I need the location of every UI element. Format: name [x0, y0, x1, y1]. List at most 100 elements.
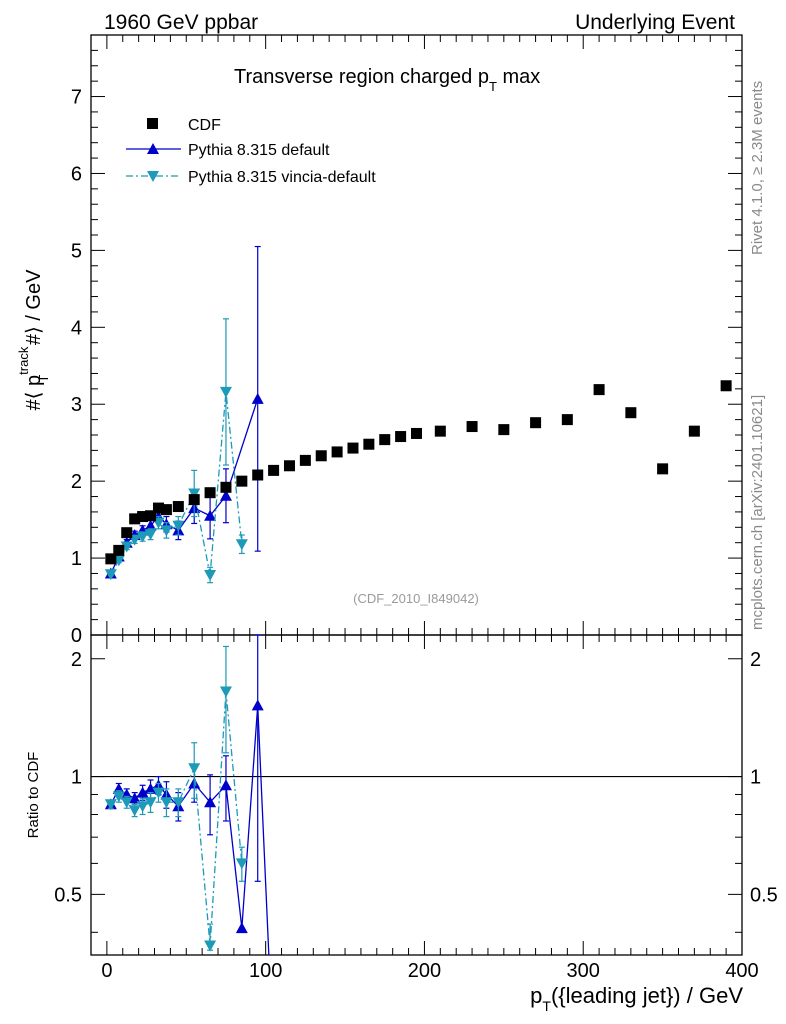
ratio-panel-series: [91, 634, 742, 956]
main-y-tick-label: 7: [71, 87, 82, 109]
chart-title-main: Transverse region charged p: [234, 66, 489, 88]
main-y-axis-label-sub: T: [36, 375, 51, 383]
header-left-label: 1960 GeV ppbar: [104, 11, 258, 34]
ratio-pythia-default-point: [219, 779, 232, 791]
main-cdf-point: [466, 421, 478, 433]
main-cdf-point: [113, 544, 125, 556]
main-pythia-default-point: [144, 519, 157, 531]
main-cdf-point: [105, 553, 117, 565]
main-pythia-default-point: [204, 509, 217, 521]
ratio-y-tick-label-right: 1: [750, 767, 761, 789]
main-pythia-vincia-point: [204, 570, 217, 581]
x-tick-label: 200: [408, 960, 441, 982]
main-cdf-point: [688, 425, 700, 437]
ratio-pythia-vincia-point: [104, 799, 117, 811]
x-tick-label: 400: [725, 960, 758, 982]
header-right-label: Underlying Event: [575, 11, 735, 34]
legend-pythia-vincia-label: Pythia 8.315 vincia-default: [188, 169, 376, 186]
main-cdf-point: [625, 407, 637, 419]
chart-title-end: max: [497, 66, 540, 88]
legend-pythia-vincia-marker: [147, 171, 159, 182]
ratio-pythia-vincia-point: [235, 858, 248, 870]
x-tick-label: 100: [249, 960, 282, 982]
main-cdf-point: [152, 502, 164, 514]
ratio-pythia-vincia-point: [152, 787, 165, 799]
ratio-y-tick-label-right: 2: [750, 649, 761, 671]
main-y-tick-label: 5: [71, 240, 82, 262]
x-axis-label: pT({leading jet}) / GeV: [530, 983, 743, 1014]
main-cdf-point: [395, 431, 407, 443]
main-y-tick-label: 1: [71, 548, 82, 570]
main-pythia-default-line: [110, 398, 259, 574]
main-cdf-point: [593, 384, 605, 396]
main-cdf-point: [129, 513, 141, 525]
main-cdf-point: [172, 501, 184, 513]
main-pythia-vincia-point: [104, 569, 117, 581]
main-y-axis-label-pre: #⟨ p: [23, 375, 45, 411]
ratio-pythia-vincia-point: [120, 797, 133, 809]
main-cdf-point: [347, 442, 359, 454]
main-cdf-point: [363, 438, 375, 450]
mcplots-source-label: mcplots.cern.ch [arXiv:2401.10621]: [749, 395, 766, 630]
main-cdf-point: [299, 454, 311, 466]
ratio-pythia-default-point: [204, 796, 217, 808]
ratio-y-axis-label: Ratio to CDF: [25, 752, 42, 839]
ratio-pythia-default-line: [110, 705, 270, 956]
main-y-axis-label: #⟨ ptrack T #⟩ / GeV: [16, 269, 51, 411]
main-cdf-point: [188, 494, 200, 506]
main-y-tick-label: 4: [71, 317, 82, 339]
main-y-axis-label-post: #⟩ / GeV: [23, 269, 45, 351]
main-cdf-point: [268, 464, 280, 476]
main-cdf-point: [121, 527, 133, 539]
ratio-pythia-default-point: [235, 922, 248, 934]
main-cdf-point: [204, 487, 216, 499]
main-pythia-default-point: [219, 489, 232, 501]
chart-title: Transverse region charged pT max: [234, 66, 540, 94]
ratio-panel-frame: [90, 634, 743, 956]
main-pythia-vincia-point: [160, 525, 173, 537]
main-cdf-point: [561, 414, 573, 426]
x-tick-label: 300: [567, 960, 600, 982]
ratio-pythia-vincia-point: [160, 797, 173, 809]
ratio-pythia-default-point: [128, 792, 141, 804]
main-cdf-point: [331, 446, 343, 458]
ratio-pythia-vincia-point: [188, 763, 201, 775]
main-y-tick-label: 3: [71, 394, 82, 416]
legend: CDF Pythia 8.315 default Pythia 8.315 vi…: [126, 117, 376, 186]
main-pythia-default-point: [251, 392, 264, 404]
x-axis-label-sub: T: [542, 998, 551, 1014]
legend-cdf-label: CDF: [188, 117, 221, 134]
main-y-tick-label: 2: [71, 471, 82, 493]
x-tick-label: 0: [101, 960, 112, 982]
analysis-watermark: (CDF_2010_I849042): [353, 591, 479, 606]
ratio-y-tick-label: 0.5: [54, 884, 82, 906]
main-pythia-vincia-point: [235, 539, 248, 551]
ratio-y-tick-label: 2: [71, 649, 82, 671]
main-pythia-vincia-point: [188, 488, 201, 500]
main-cdf-point: [379, 434, 391, 446]
main-cdf-point: [498, 424, 510, 436]
ratio-pythia-vincia-point: [144, 797, 157, 809]
ratio-pythia-vincia-point: [219, 686, 232, 698]
ratio-pythia-vincia-point: [128, 805, 141, 817]
main-cdf-point: [145, 510, 157, 522]
legend-pythia-default-label: Pythia 8.315 default: [188, 142, 330, 159]
ratio-pythia-vincia-line: [110, 691, 243, 946]
ratio-pythia-default-point: [136, 786, 149, 798]
ratio-pythia-vincia-point: [112, 791, 125, 803]
main-y-tick-label: 6: [71, 163, 82, 185]
main-cdf-point: [160, 504, 172, 516]
main-cdf-point: [411, 427, 422, 439]
main-cdf-point: [283, 460, 295, 472]
ratio-pythia-default-point: [144, 782, 157, 794]
chart-title-sub: T: [489, 79, 497, 94]
main-cdf-point: [137, 511, 149, 523]
main-pythia-vincia-point: [136, 531, 149, 543]
main-pythia-vincia-point: [120, 541, 133, 553]
main-y-tick-label: 0: [71, 625, 82, 647]
main-pythia-vincia-point: [172, 520, 185, 532]
main-cdf-point: [252, 469, 264, 481]
main-cdf-point: [434, 425, 446, 437]
ratio-y-tick-label-right: 0.5: [750, 884, 778, 906]
